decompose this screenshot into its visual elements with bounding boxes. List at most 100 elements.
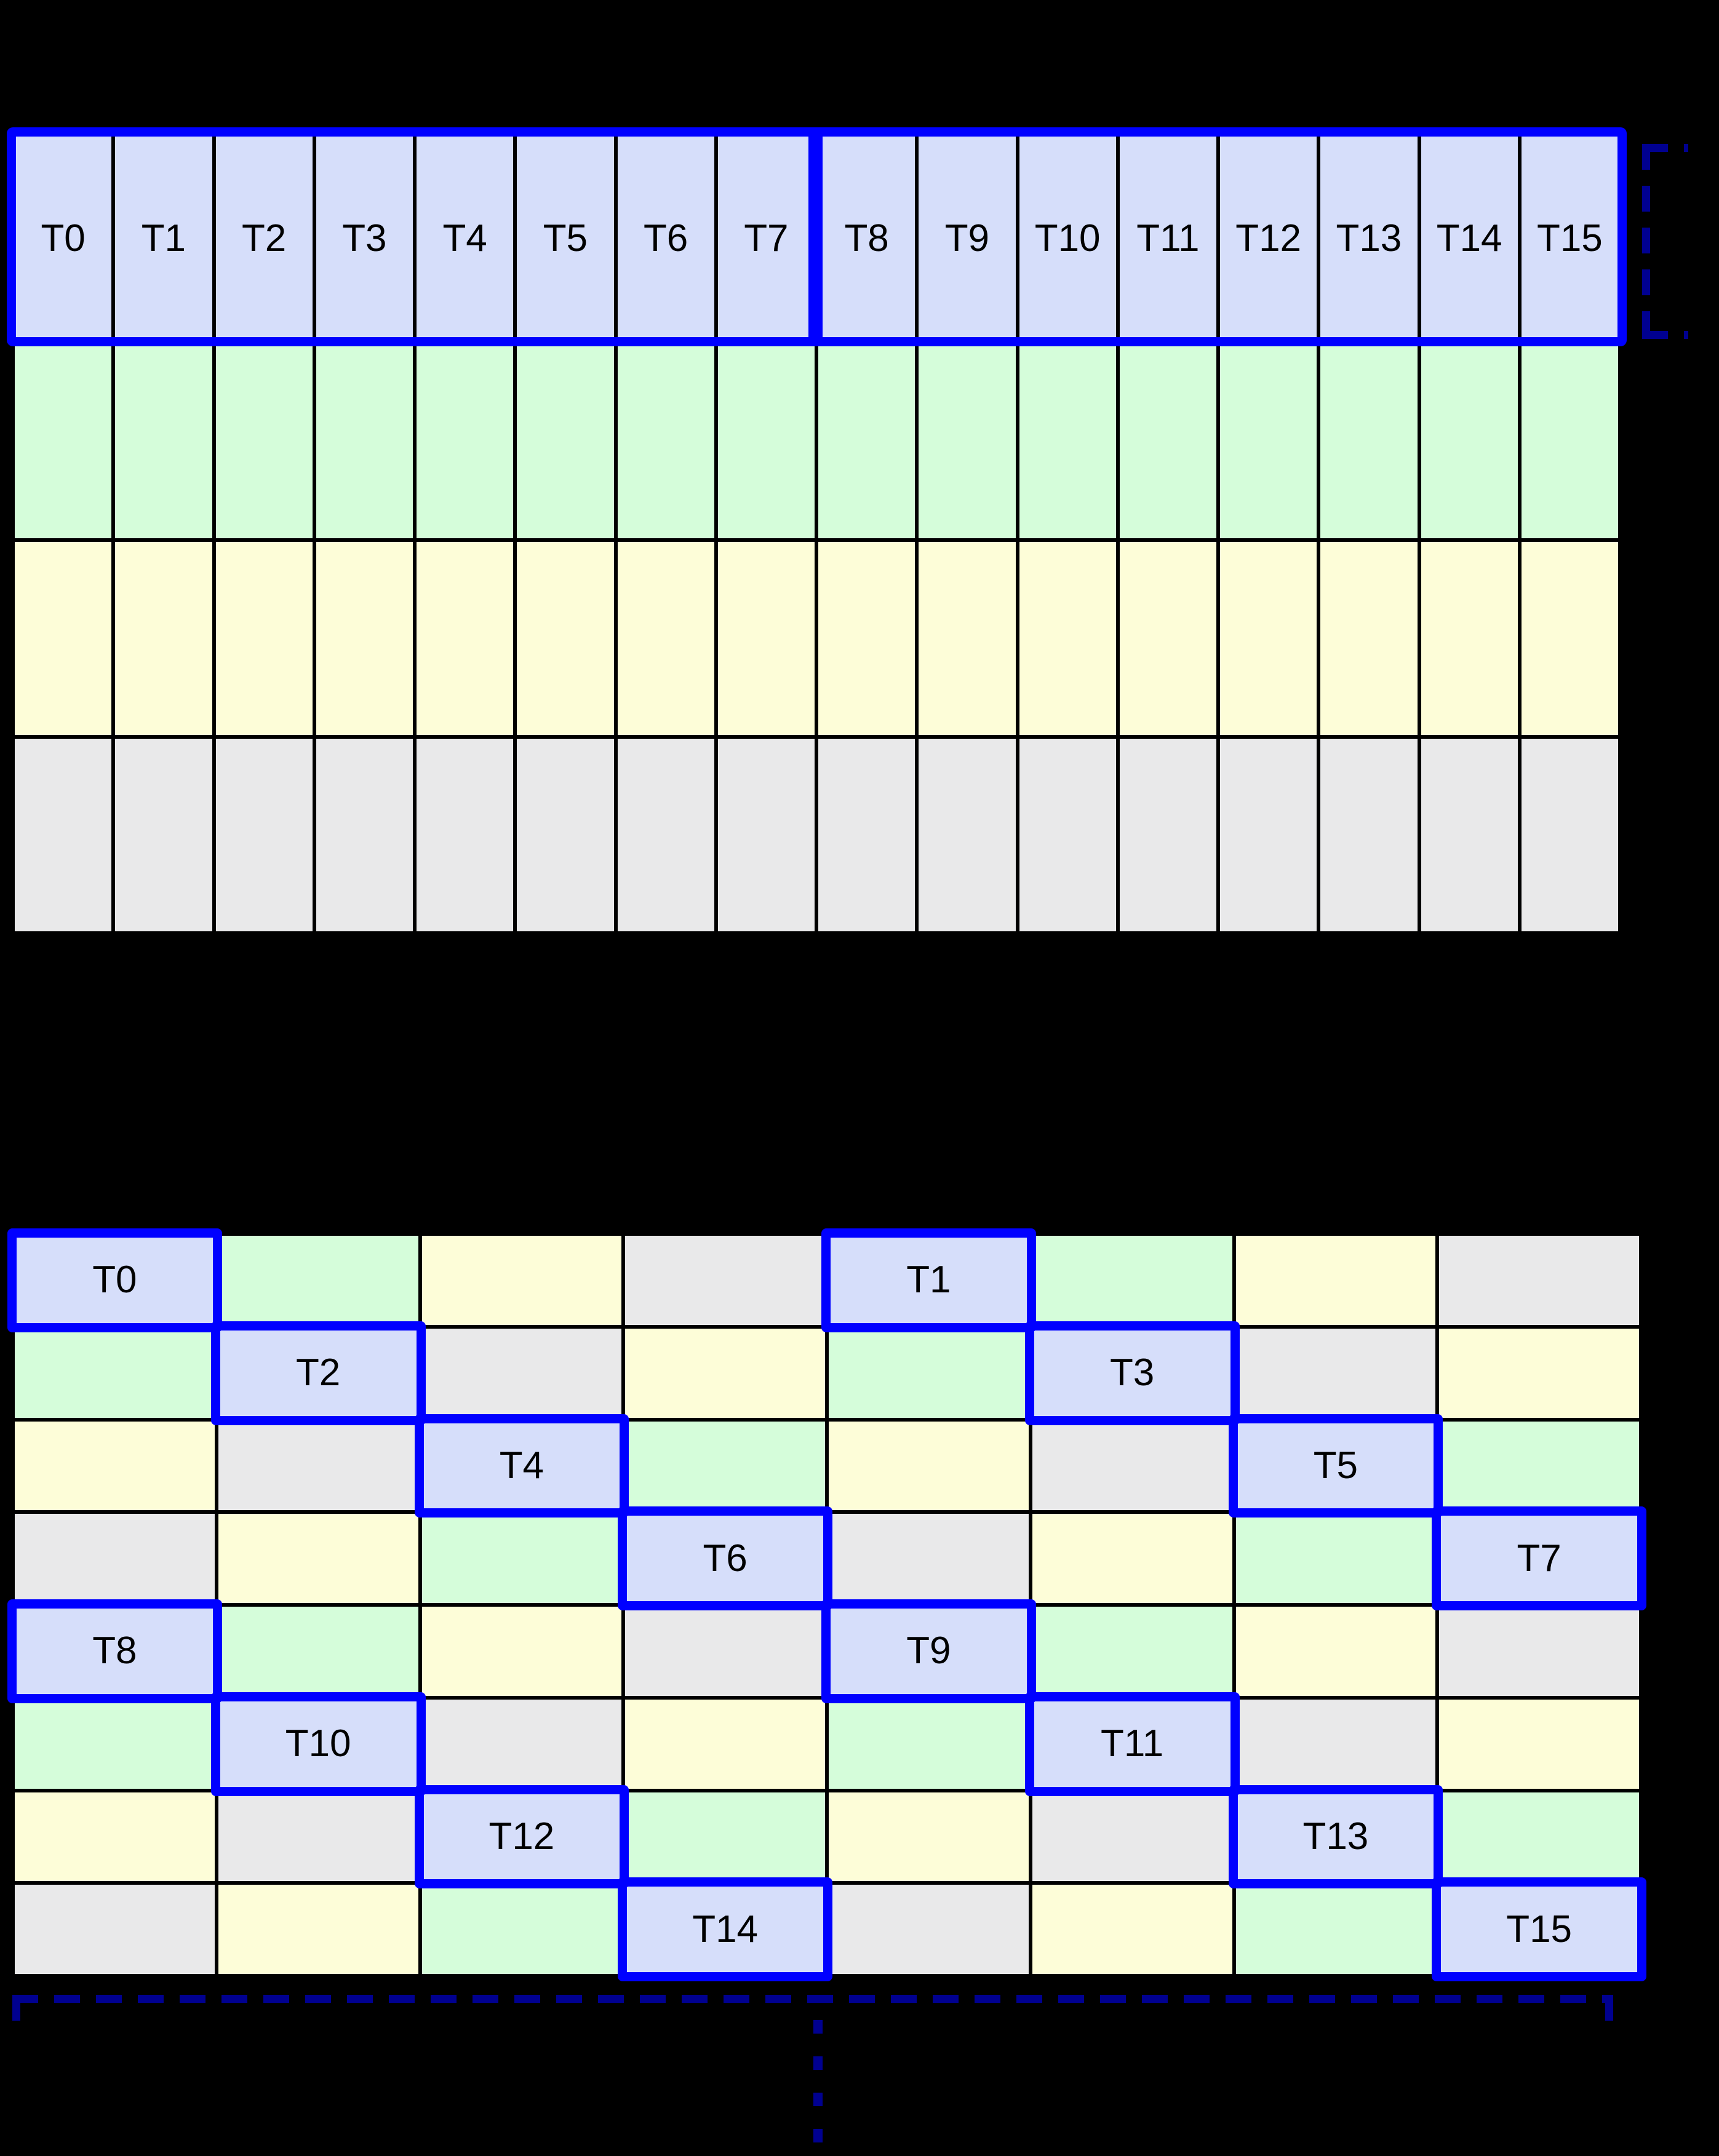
tile-cell	[1032, 1792, 1232, 1882]
tile-cell	[1421, 738, 1518, 931]
tile-cell	[417, 346, 514, 539]
thread-cell: T10	[210, 1692, 426, 1796]
thread-cell: T11	[1024, 1692, 1240, 1796]
tile-cell	[1019, 346, 1116, 539]
thread-cell: T0	[15, 135, 112, 342]
thread-cell: T9	[821, 1599, 1036, 1703]
thread-cell-label: T15	[1536, 217, 1603, 260]
tile-cell	[15, 738, 112, 931]
tile-grid-bracket-right-tick	[1605, 1995, 1613, 2037]
tile-cell	[1521, 346, 1618, 539]
tile-cell	[1439, 1792, 1639, 1882]
tile-cell	[1235, 1514, 1436, 1603]
thread-cell-label: T15	[1506, 1907, 1573, 1951]
tile-cell	[717, 542, 815, 735]
tile-cell	[625, 1792, 825, 1882]
tile-cell	[1032, 1607, 1232, 1696]
tile-cell	[1235, 1699, 1436, 1789]
tile-cell	[717, 738, 815, 931]
continuation-ellipsis-dashes	[813, 2020, 823, 2156]
thread-cell: T5	[517, 135, 614, 342]
thread-cell: T4	[417, 135, 514, 342]
tile-cell	[15, 1885, 215, 1974]
thread-cell-label: T6	[643, 217, 688, 260]
tile-cell	[1235, 1607, 1436, 1696]
thread-cell: T13	[1320, 135, 1418, 342]
thread-cell-label: T14	[1436, 217, 1502, 260]
tile-cell	[829, 1514, 1029, 1603]
thread-cell: T9	[919, 135, 1016, 342]
tile-cell	[1235, 1236, 1436, 1325]
thread-cell-label: T13	[1302, 1815, 1369, 1858]
tile-cell	[1320, 346, 1418, 539]
thread-cell: T10	[1019, 135, 1116, 342]
thread-cell-label: T7	[1517, 1537, 1561, 1580]
tile-cell	[115, 738, 212, 931]
tile-cell	[316, 542, 413, 735]
thread-cell: T7	[1432, 1506, 1646, 1610]
tile-cell	[15, 1328, 215, 1418]
thread-row-bracket-line	[1642, 144, 1650, 339]
tile-cell	[1032, 1236, 1232, 1325]
thread-row-bracket-bottom-tick	[1642, 331, 1688, 339]
tile-cell	[1439, 1607, 1639, 1696]
tile-cell	[1521, 738, 1618, 931]
tile-cell	[919, 346, 1016, 539]
tile-cell	[1421, 346, 1518, 539]
thread-cell: T3	[1024, 1321, 1240, 1425]
tile-cell	[517, 346, 614, 539]
thread-cell: T8	[818, 135, 915, 342]
tile-cell	[215, 542, 313, 735]
tile-cell	[15, 1792, 215, 1882]
tile-cell	[417, 738, 514, 931]
thread-cell: T12	[414, 1784, 629, 1889]
tile-cell	[15, 1699, 215, 1789]
tile-cell	[1320, 542, 1418, 735]
thread-cell: T2	[215, 135, 313, 342]
tile-cell	[115, 542, 212, 735]
tile-cell	[1421, 542, 1518, 735]
tile-cell	[517, 542, 614, 735]
tile-cell	[1439, 1236, 1639, 1325]
thread-cell-label: T9	[944, 217, 990, 260]
thread-row-bracket-top-tick	[1642, 144, 1688, 152]
thread-cell-label: T10	[1034, 217, 1101, 260]
thread-cell-label: T2	[241, 217, 287, 260]
tile-cell	[617, 346, 714, 539]
thread-cell-label: T13	[1336, 217, 1402, 260]
thread-cell: T14	[1421, 135, 1518, 342]
tile-cell	[417, 542, 514, 735]
thread-cell-label: T2	[295, 1351, 341, 1394]
thread-cell-label: T11	[1101, 1722, 1164, 1765]
tile-cell	[919, 738, 1016, 931]
thread-cell-label: T0	[92, 1259, 137, 1302]
tile-cell	[15, 542, 112, 735]
tile-cell	[218, 1421, 418, 1511]
tile-cell	[218, 1885, 418, 1974]
tile-cell	[625, 1421, 825, 1511]
thread-cell: T14	[618, 1877, 832, 1981]
tile-cell	[1439, 1421, 1639, 1511]
thread-cell-label: T9	[906, 1629, 951, 1673]
thread-cell: T15	[1432, 1877, 1646, 1981]
tile-cell	[625, 1607, 825, 1696]
tile-cell	[1320, 738, 1418, 931]
thread-cell-label: T10	[285, 1722, 351, 1765]
tile-cell	[1019, 738, 1116, 931]
thread-cell: T1	[821, 1228, 1036, 1332]
tile-cell	[1119, 346, 1216, 539]
thread-cell-label: T12	[489, 1815, 555, 1858]
thread-cell-label: T3	[1109, 1351, 1155, 1394]
tile-cell	[316, 346, 413, 539]
thread-cell: T3	[316, 135, 413, 342]
tile-cell	[1439, 1699, 1639, 1789]
thread-cell-label: T6	[703, 1537, 748, 1580]
thread-cell: T5	[1228, 1414, 1443, 1518]
tile-cell	[1032, 1421, 1232, 1511]
tile-cell	[421, 1236, 622, 1325]
thread-cell-label: T1	[141, 217, 186, 260]
tile-cell	[1032, 1514, 1232, 1603]
tile-cell	[218, 1792, 418, 1882]
tile-cell	[1220, 738, 1317, 931]
